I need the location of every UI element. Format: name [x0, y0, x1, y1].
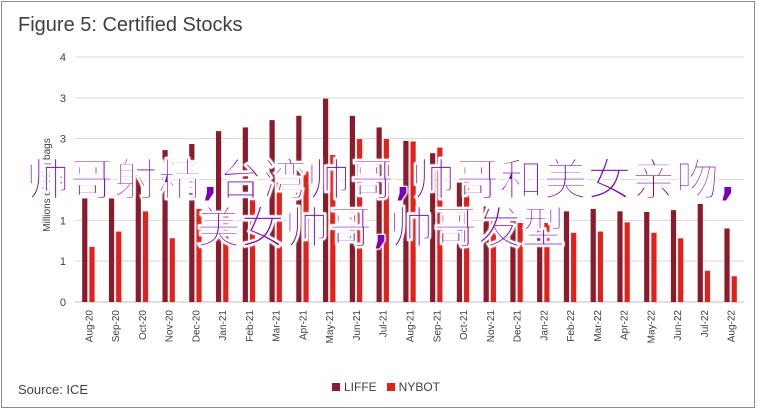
bar-nybot-aug-22	[731, 276, 737, 302]
x-tick-label: Mar-22	[593, 310, 604, 342]
bar-nybot-aug-20	[89, 246, 95, 302]
bar-liffe-jun-22	[670, 210, 677, 302]
y-tick-labels: 0 1 1 2 3 3 4	[60, 52, 66, 309]
bar-liffe-nov-20	[162, 150, 168, 302]
legend-swatch-liffe	[332, 383, 340, 391]
x-tick-label: Dec-20	[191, 310, 202, 343]
bar-liffe-mar-21	[269, 120, 275, 303]
legend-label-liffe: LIFFE	[344, 380, 377, 394]
bar-nybot-oct-20	[142, 211, 149, 302]
bar-nybot-jul-21	[383, 139, 389, 302]
bars	[82, 98, 737, 303]
x-tick-label: Jun-21	[352, 310, 363, 341]
bar-liffe-feb-22	[563, 211, 570, 302]
bar-nybot-nov-20	[169, 238, 175, 302]
bar-liffe-apr-21	[296, 115, 302, 302]
x-tick-label: Aug-21	[406, 310, 417, 343]
x-tick-label: Aug-22	[727, 310, 738, 343]
bar-nybot-dec-20	[196, 208, 202, 302]
y-tick-label: 3	[60, 134, 66, 146]
bar-nybot-feb-22	[571, 232, 577, 302]
bar-liffe-jul-22	[697, 204, 703, 302]
bar-liffe-nov-21	[483, 206, 489, 302]
bar-liffe-may-22	[644, 211, 650, 302]
bar-liffe-jan-22	[537, 215, 543, 302]
bar-liffe-mar-22	[590, 208, 596, 302]
bar-liffe-dec-20	[189, 143, 195, 302]
bar-liffe-feb-21	[242, 127, 248, 302]
y-tick-label: 0	[60, 297, 66, 309]
x-tick-label: Apr-22	[620, 310, 631, 340]
bar-nybot-apr-21	[303, 171, 309, 302]
bar-nybot-may-22	[651, 232, 657, 302]
x-tick-label: Jan-21	[218, 310, 229, 341]
chart-title: Figure 5: Certified Stocks	[18, 14, 243, 36]
x-tick-label: Oct-21	[459, 310, 470, 340]
bar-liffe-oct-21	[456, 182, 463, 302]
x-tick-label: Jun-22	[673, 310, 684, 341]
y-axis-label: Millions of 60kg bags	[42, 138, 53, 231]
bar-nybot-jun-21	[356, 139, 363, 302]
bar-nybot-nov-21	[490, 215, 496, 302]
grid-lines	[75, 56, 744, 303]
bar-chart: 0 1 1 2 3 3 4 Aug-20 Sep-20 Oct-20 Nov-20 Dec-20 Ja…	[42, 52, 744, 344]
y-tick-label: 1	[60, 215, 66, 227]
x-tick-label: Aug-20	[84, 310, 95, 343]
bar-liffe-may-21	[323, 98, 329, 303]
bar-liffe-aug-21	[403, 140, 409, 302]
x-tick-label: Jan-22	[539, 310, 550, 341]
x-tick-label: Jul-21	[379, 310, 390, 338]
bar-nybot-jan-22	[544, 222, 550, 302]
bar-nybot-sep-21	[437, 147, 443, 302]
legend-item-nybot: NYBOT	[386, 380, 441, 394]
bar-nybot-jul-22	[704, 270, 711, 302]
x-tick-label: Dec-21	[513, 310, 524, 343]
bar-liffe-aug-22	[724, 228, 730, 302]
y-tick-label: 1	[60, 256, 66, 268]
legend-swatch-nybot	[386, 383, 395, 391]
source-note: Source: ICE	[18, 382, 89, 397]
bar-liffe-jan-21	[215, 131, 222, 302]
bar-nybot-sep-20	[116, 231, 122, 302]
bar-liffe-aug-20	[82, 198, 88, 302]
bar-nybot-mar-22	[597, 231, 604, 302]
bar-nybot-dec-21	[517, 222, 523, 302]
x-tick-label: Mar-21	[272, 310, 283, 342]
legend-label-nybot: NYBOT	[398, 380, 441, 394]
x-tick-labels: Aug-20 Sep-20 Oct-20 Nov-20 Dec-20 Jan-21 Feb-…	[84, 310, 737, 344]
x-tick-label: Sep-20	[111, 310, 122, 343]
bar-nybot-mar-21	[276, 182, 282, 302]
y-tick-label: 3	[60, 93, 66, 105]
x-tick-label: May-22	[646, 310, 657, 344]
bar-liffe-dec-21	[510, 211, 516, 302]
bar-liffe-apr-22	[617, 211, 623, 302]
x-tick-label: Jul-22	[700, 310, 711, 338]
bar-nybot-feb-21	[249, 189, 256, 302]
x-tick-label: Nov-21	[486, 310, 497, 343]
x-tick-label: Sep-21	[432, 310, 443, 343]
legend-item-liffe: LIFFE	[332, 380, 377, 394]
bar-liffe-oct-20	[135, 175, 141, 302]
x-tick-label: Apr-21	[298, 310, 309, 340]
y-tick-label: 2	[60, 175, 66, 187]
y-tick-label: 4	[60, 52, 66, 64]
x-tick-label: Nov-20	[165, 310, 176, 343]
x-tick-label: Oct-20	[138, 310, 149, 340]
x-tick-label: Feb-21	[245, 310, 256, 342]
bar-nybot-apr-22	[624, 222, 630, 302]
bar-liffe-sep-21	[430, 153, 436, 302]
bar-nybot-jun-22	[678, 238, 684, 302]
bar-nybot-aug-21	[410, 141, 416, 302]
bar-liffe-jul-21	[376, 127, 382, 302]
bar-nybot-oct-21	[464, 179, 470, 302]
legend: LIFFE NYBOT	[332, 380, 440, 394]
bar-nybot-jan-21	[223, 210, 229, 302]
x-tick-label: Feb-22	[566, 310, 577, 342]
bar-liffe-jun-21	[349, 115, 355, 302]
bar-liffe-sep-20	[108, 198, 115, 302]
bar-nybot-may-21	[330, 155, 336, 302]
x-tick-label: May-21	[325, 310, 336, 344]
